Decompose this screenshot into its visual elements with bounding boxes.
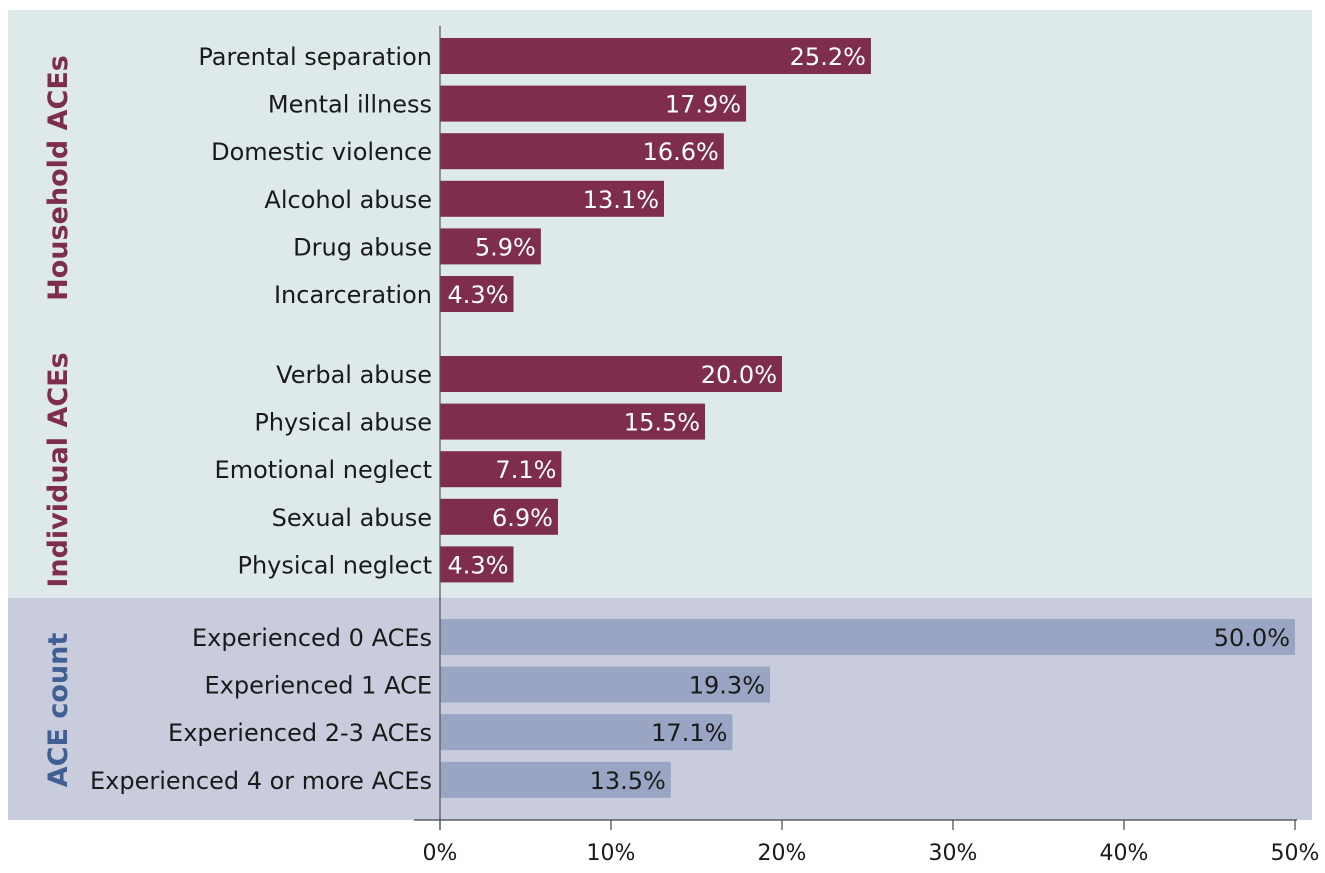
value-label-count-2: 17.1% (651, 719, 727, 747)
value-label-individual-4: 4.3% (448, 551, 509, 579)
bar-individual-4 (440, 546, 514, 583)
category-label-individual-4: Physical neglect (237, 551, 432, 579)
value-label-individual-1: 15.5% (624, 409, 700, 437)
category-label-count-1: Experienced 1 ACE (204, 672, 432, 700)
group-labels: Household ACEs Individual ACEs ACE count (43, 55, 74, 787)
category-label-count-2: Experienced 2-3 ACEs (168, 719, 432, 747)
bar-individual-1 (440, 403, 706, 440)
category-label-individual-1: Physical abuse (254, 409, 432, 437)
bar-household-2 (440, 133, 724, 170)
value-label-household-1: 17.9% (665, 91, 741, 119)
value-label-individual-3: 6.9% (492, 504, 553, 532)
x-axis: 0% 10% 20% 30% 40% 50% (414, 26, 1319, 866)
x-tick-label-1: 10% (587, 841, 636, 866)
bar-individual-0 (440, 356, 782, 392)
x-tick-label-3: 30% (929, 841, 978, 866)
x-tick-label-0: 0% (423, 841, 458, 866)
bar-individual-2 (440, 451, 562, 488)
bar-household-0 (440, 38, 871, 74)
category-label-household-5: Incarceration (274, 281, 432, 309)
category-label-count-3: Experienced 4 or more ACEs (90, 767, 432, 795)
category-label-household-0: Parental separation (198, 43, 432, 71)
bars: Parental separation 25.2% Mental illness 17… (90, 38, 1295, 798)
value-label-count-3: 13.5% (590, 767, 666, 795)
bar-count-3 (440, 761, 671, 798)
bar-household-4 (440, 228, 541, 265)
value-label-household-0: 25.2% (790, 43, 866, 71)
category-label-individual-3: Sexual abuse (272, 504, 432, 532)
bar-household-3 (440, 180, 665, 217)
value-label-household-5: 4.3% (448, 281, 509, 309)
bar-count-2 (440, 714, 733, 751)
group-label-individual: Individual ACEs (43, 352, 74, 587)
bar-household-5 (440, 276, 514, 312)
value-label-household-3: 13.1% (583, 186, 659, 214)
bar-individual-3 (440, 498, 558, 535)
group-label-ace-count: ACE count (43, 633, 74, 788)
x-tick-label-5: 50% (1271, 841, 1320, 866)
bar-count-1 (440, 666, 771, 703)
category-label-household-2: Domestic violence (211, 138, 432, 166)
value-label-count-1: 19.3% (689, 672, 765, 700)
bar-count-0 (440, 619, 1295, 655)
bar-household-1 (440, 85, 747, 122)
value-label-household-4: 5.9% (475, 233, 536, 261)
value-label-individual-2: 7.1% (495, 456, 556, 484)
category-label-individual-2: Emotional neglect (215, 456, 432, 484)
group-label-household: Household ACEs (43, 55, 74, 301)
value-label-household-2: 16.6% (643, 138, 719, 166)
category-label-household-1: Mental illness (268, 91, 432, 119)
category-label-individual-0: Verbal abuse (276, 361, 432, 389)
x-tick-label-2: 20% (758, 841, 807, 866)
category-label-household-4: Drug abuse (293, 233, 432, 261)
value-label-count-0: 50.0% (1214, 624, 1290, 652)
x-tick-label-4: 40% (1100, 841, 1149, 866)
value-label-individual-0: 20.0% (701, 361, 777, 389)
category-label-household-3: Alcohol abuse (264, 186, 432, 214)
category-label-count-0: Experienced 0 ACEs (192, 624, 432, 652)
